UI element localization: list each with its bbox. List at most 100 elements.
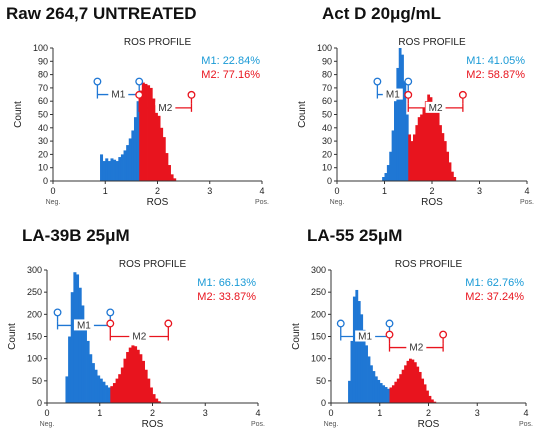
panel-3-histogram-bar: [112, 383, 116, 403]
panel-2-y-tick-label: 100: [317, 43, 332, 53]
panel-1-m2-gate-label: M2: [158, 103, 172, 114]
panel-2-y-tick-label: 10: [322, 163, 332, 173]
panel-2-histogram-bar: [394, 101, 397, 181]
panel-4-y-tick-label: 250: [311, 287, 326, 297]
panel-3-m1-gate-label-bg: [73, 319, 94, 331]
panel-2-histogram-bar: [434, 103, 438, 181]
panel-4-histogram-bar: [401, 369, 405, 403]
panel-2-y-tick-label: 90: [322, 56, 332, 66]
panel-4-m1-gate-label: M1: [358, 332, 372, 343]
panel-4-histogram-bar: [379, 383, 383, 403]
panel-2-stat-m1: M1: 41.05%: [466, 55, 525, 67]
panel-3-subtitle: ROS PROFILE: [119, 259, 187, 270]
panel-2-histogram-bar: [432, 107, 435, 181]
panel-4-histogram-bar: [404, 365, 407, 403]
panel-2-x-pos-label: Pos.: [520, 199, 534, 206]
panel-2-histogram-bar: [386, 165, 390, 181]
panel-1-x-pos-label: Pos.: [255, 199, 269, 206]
panel-3-stat-m1: M1: 66.13%: [197, 277, 256, 289]
panel-2-histogram-bar: [405, 114, 409, 181]
panel-3-histogram-bar: [147, 378, 151, 403]
panel-1-y-tick-label: 100: [33, 43, 48, 53]
panel-3-m2-gate-handle: [164, 319, 173, 328]
panel-3-y-tick-label: 200: [27, 309, 42, 319]
panel-1-y-tick-label: 40: [38, 123, 48, 133]
panel-4-histogram-bar: [399, 374, 403, 403]
panel-2-histogram-bar: [420, 114, 423, 181]
panel-1-histogram-bar: [160, 127, 164, 181]
panel-4-y-tick-label: 50: [316, 376, 326, 386]
panel-3-histogram-bar: [120, 367, 124, 403]
panel-1-histogram-bar: [105, 158, 109, 181]
panel-3-histogram-bar: [144, 369, 148, 403]
panel-4-histogram-bar: [362, 329, 366, 403]
panel-2-m2-gate-handle: [404, 90, 413, 99]
panel-1-histogram-bar: [139, 90, 143, 181]
panel-4-histogram-bar: [357, 301, 361, 403]
panel-2-m2-gate-label: M2: [429, 103, 443, 114]
panel-4-x-axis-label: ROS: [418, 419, 440, 430]
panel-3-histogram-bar: [139, 354, 143, 403]
panel-4-histogram-bar: [360, 314, 364, 403]
panel-4-histogram-bar: [409, 358, 412, 403]
panel-1-y-tick-label: 60: [38, 96, 48, 106]
panel-2-x-tick-label: 0: [334, 186, 339, 196]
panel-2-y-tick-label: 20: [322, 149, 332, 159]
panel-1-histogram-bar: [154, 105, 158, 181]
panel-3-histogram-bar: [65, 376, 69, 403]
panel-1-histogram-bar: [141, 82, 145, 181]
panel-1-y-tick-label: 0: [43, 176, 48, 186]
panel-4-histogram-bar: [406, 360, 410, 403]
panel-2-y-tick-label: 50: [322, 110, 332, 120]
panel-3-histogram-bar: [131, 345, 135, 403]
panel-4-histogram-bar: [428, 395, 432, 403]
panel-3-m1-gate-label: M1: [77, 320, 91, 331]
panel-1-histogram-bar: [147, 85, 151, 181]
panel-3-histogram-bar: [136, 349, 140, 403]
panel-3-histogram-bar: [149, 387, 153, 403]
panel-3-stat-m2: M2: 33.87%: [197, 291, 256, 303]
panel-2-stat-m2: M2: 58.87%: [466, 69, 525, 81]
panel-4-histogram-bar: [433, 401, 437, 403]
panel-1-histogram-bar: [118, 157, 122, 181]
panel-1-histogram-bar: [167, 165, 171, 181]
panel-1-histogram-bar: [110, 158, 114, 181]
panel-2-histogram-bar: [389, 151, 393, 181]
panel-4-histogram-bar: [423, 384, 427, 403]
panel-2-histogram-bar: [410, 141, 414, 181]
panel-3-histogram-bar: [110, 386, 114, 403]
panel-1-m2-gate-handle: [187, 90, 196, 99]
panel-4-m1-gate-handle: [336, 319, 345, 328]
panel-4-x-tick-label: 3: [475, 408, 480, 418]
panel-2-histogram-bar: [429, 97, 433, 181]
panel-3-histogram-bar: [99, 378, 103, 403]
panel-3-histogram-bar: [107, 387, 111, 403]
panel-2-histogram-bar: [415, 125, 419, 181]
panel-3-y-tick-label: 300: [27, 265, 42, 275]
panel-4-histogram-bar: [391, 385, 395, 403]
panel-2-histogram-bar: [396, 67, 400, 181]
panel-1-x-tick-label: 0: [50, 186, 55, 196]
panel-3-histogram-bar: [126, 352, 130, 403]
panel-1-y-tick-label: 80: [38, 70, 48, 80]
panel-1-histogram-bar: [131, 130, 135, 181]
panel-4-y-tick-label: 100: [311, 354, 326, 364]
panel-3-histogram-bar: [155, 398, 159, 403]
panel-1-histogram-bar: [173, 178, 177, 181]
panel-4-stat-m1: M1: 62.76%: [465, 277, 524, 289]
panel-1-histogram-bar: [123, 150, 127, 181]
panel-3-x-neg-label: Neg.: [40, 421, 55, 428]
panel-1-m2-gate-label-bg: [155, 101, 176, 113]
panel-4-x-pos-label: Pos.: [519, 421, 533, 428]
panel-1-histogram-bar: [162, 137, 166, 181]
panel-3-histogram-bar: [123, 358, 127, 403]
panel-2-x-tick-label: 3: [477, 186, 482, 196]
panel-1-stat-m1: M1: 22.84%: [201, 55, 260, 67]
panel-3-histogram-bar: [141, 360, 145, 403]
panel-4-histogram-bar: [374, 376, 378, 403]
panel-1-histogram-bar: [152, 98, 156, 181]
panel-2-y-tick-label: 60: [322, 96, 332, 106]
panel-2-histogram-bar: [391, 130, 395, 181]
panel-4-m1-gate-label-bg: [355, 330, 376, 342]
